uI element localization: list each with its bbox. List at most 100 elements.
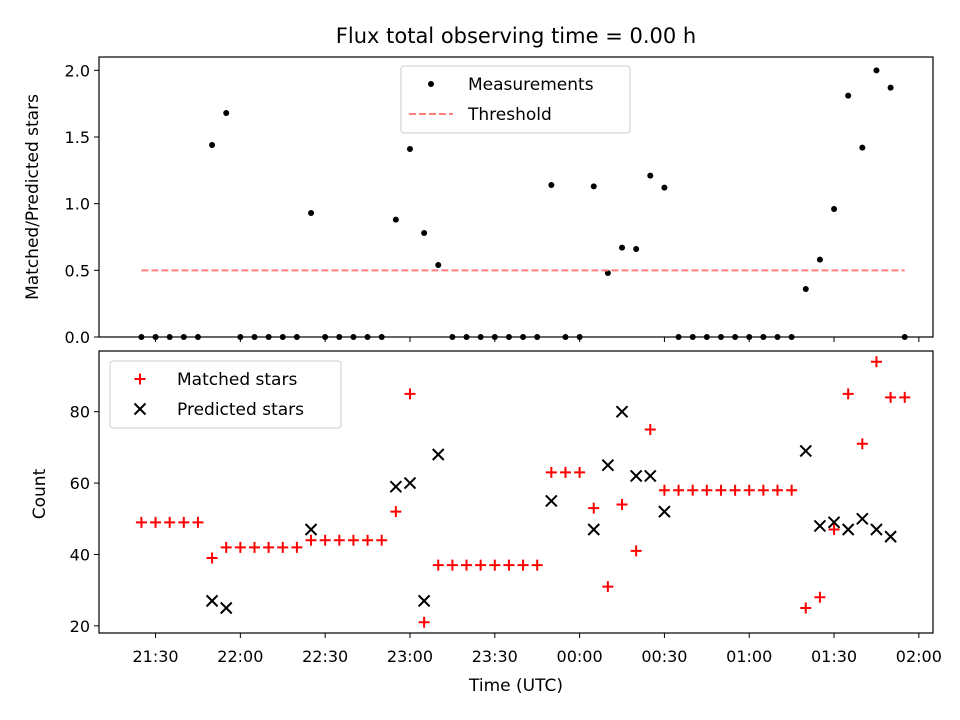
legend-box <box>400 65 631 134</box>
y-tick-label: 40 <box>70 545 90 564</box>
predicted-star-point <box>615 405 629 418</box>
matched-star-point <box>517 559 529 571</box>
measurement-point <box>633 246 640 252</box>
matched-star-point <box>192 516 204 528</box>
predicted-star-point <box>417 594 431 608</box>
measurement-point <box>873 67 880 74</box>
predicted-star-point <box>205 594 219 608</box>
matched-star-point <box>404 388 416 400</box>
measurement-point <box>647 172 654 179</box>
matched-star-point <box>376 534 388 546</box>
matched-star-point <box>574 466 586 478</box>
predicted-star-point <box>856 512 869 525</box>
x-tick-label: 23:30 <box>472 647 518 666</box>
measurement-point <box>548 182 555 188</box>
measurement-point <box>845 92 852 99</box>
series-matched-stars <box>135 356 911 628</box>
measurement-point <box>831 206 838 212</box>
x-axis-label: Time (UTC) <box>468 676 563 696</box>
predicted-star-point <box>813 519 827 533</box>
measurement-point <box>604 270 611 276</box>
predicted-star-point <box>403 476 417 490</box>
matched-star-point <box>687 484 699 496</box>
y-axis-label-count: Count <box>30 468 50 519</box>
matched-star-point <box>729 484 741 496</box>
predicted-star-point <box>220 601 233 615</box>
matched-star-point <box>531 559 543 571</box>
y-tick-label: 60 <box>70 474 90 493</box>
matched-star-point <box>305 534 317 546</box>
predicted-star-point <box>432 448 445 461</box>
measurement-point <box>590 183 597 190</box>
predicted-star-point <box>545 494 558 508</box>
x-tick-label: 01:30 <box>811 647 857 666</box>
legend-label: Threshold <box>467 105 552 125</box>
y-tick-label: 80 <box>70 403 90 422</box>
counts-panel: 20 40 60 80 21:30 22:00 22:30 23:00 23:30 00:00 00… <box>70 350 942 666</box>
matched-star-point <box>291 541 303 553</box>
x-tick-label: 23:00 <box>387 647 433 666</box>
matched-star-point <box>658 484 670 496</box>
ratio-panel: 0.0 0.5 1.0 1.5 2.0 Measurements Threshold <box>65 56 934 347</box>
predicted-star-point <box>841 523 855 536</box>
matched-star-point <box>446 559 458 571</box>
matched-star-point <box>800 602 812 614</box>
matched-star-point <box>135 516 147 528</box>
matched-star-point <box>418 616 430 628</box>
legend-marker-matched <box>134 373 146 385</box>
predicted-star-point <box>587 523 600 536</box>
matched-star-point <box>630 545 642 557</box>
predicted-star-point <box>304 523 318 536</box>
matched-star-point <box>220 541 232 553</box>
measurement-point <box>209 142 216 148</box>
legend-label: Predicted stars <box>177 400 304 420</box>
y-tick-label: 20 <box>70 617 90 636</box>
measurement-point <box>435 262 442 268</box>
measurement-point <box>392 216 399 223</box>
matched-star-point <box>701 484 713 496</box>
matched-star-point <box>150 516 162 528</box>
predicted-star-point <box>629 469 643 483</box>
measurement-point <box>619 244 626 251</box>
predicted-star-point <box>644 469 657 483</box>
measurement-point <box>421 230 428 236</box>
matched-star-point <box>673 484 685 496</box>
matched-star-point <box>644 424 656 436</box>
measurement-point <box>406 146 413 152</box>
measurement-point <box>887 84 894 91</box>
matched-star-point <box>489 559 501 571</box>
matched-star-point <box>390 506 402 518</box>
matched-star-point <box>559 466 571 478</box>
x-tick-label: 02:00 <box>896 647 942 666</box>
matched-star-point <box>362 534 374 546</box>
matched-star-point <box>545 466 557 478</box>
predicted-star-point <box>658 505 671 518</box>
legend-label: Matched stars <box>177 370 297 390</box>
legend-marker-measurements <box>428 81 434 87</box>
matched-star-point <box>899 391 911 403</box>
matched-star-point <box>234 541 246 553</box>
matched-star-point <box>461 559 473 571</box>
predicted-star-point <box>799 444 812 458</box>
legend: Measurements Threshold <box>400 65 631 134</box>
measurement-point <box>308 210 315 216</box>
y-tick-label: 1.5 <box>65 128 90 147</box>
x-tick-label: 22:30 <box>302 647 348 666</box>
matched-star-point <box>616 498 628 510</box>
x-tick-label: 21:30 <box>132 647 178 666</box>
measurement-point <box>816 256 823 263</box>
y-tick-label: 2.0 <box>65 61 90 80</box>
x-tick-label: 00:00 <box>557 647 603 666</box>
matched-star-point <box>248 541 260 553</box>
plot-frame <box>98 56 934 338</box>
matched-star-point <box>178 516 190 528</box>
matched-star-point <box>206 552 218 564</box>
chart-title: Flux total observing time = 0.00 h <box>336 24 696 48</box>
measurement-point <box>802 286 809 292</box>
predicted-star-point <box>601 459 615 472</box>
measurement-point <box>223 110 230 116</box>
matched-star-point <box>743 484 755 496</box>
matched-star-point <box>842 388 854 400</box>
matched-star-point <box>319 534 331 546</box>
